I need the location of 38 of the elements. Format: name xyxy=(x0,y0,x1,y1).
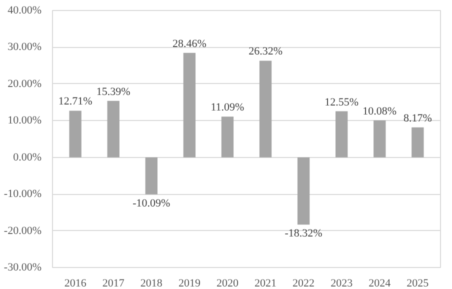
data-label: -18.32% xyxy=(284,228,322,240)
bar xyxy=(107,100,120,158)
y-tick-label: -30.00% xyxy=(4,262,42,274)
data-label: 28.46% xyxy=(172,38,206,50)
x-tick-label: 2022 xyxy=(292,278,315,289)
bar xyxy=(183,52,196,158)
data-label: 10.08% xyxy=(362,105,397,118)
x-tick-label: 2025 xyxy=(406,278,430,289)
x-tick-label: 2023 xyxy=(330,278,354,289)
bar xyxy=(69,110,82,158)
data-label: 11.09% xyxy=(210,102,244,114)
x-tick-label: 2016 xyxy=(64,278,87,289)
bar xyxy=(297,157,310,225)
bar xyxy=(336,111,348,158)
y-tick-label: 20.00% xyxy=(8,78,42,90)
x-tick-label: 2017 xyxy=(102,278,125,289)
data-label: -10.09% xyxy=(132,197,170,210)
y-tick-label: 30.00% xyxy=(8,41,42,54)
bar xyxy=(412,127,424,158)
data-label: 15.39% xyxy=(96,86,130,98)
bar xyxy=(221,116,234,158)
data-label: 26.32% xyxy=(248,46,282,58)
y-tick-label: -10.00% xyxy=(4,188,42,200)
y-tick-label: 0.00% xyxy=(13,151,42,164)
y-tick-label: 10.00% xyxy=(8,114,42,127)
bar xyxy=(259,60,272,158)
x-tick-label: 2020 xyxy=(216,278,239,289)
bar xyxy=(145,157,158,194)
data-label: 8.17% xyxy=(403,112,432,124)
x-tick-label: 2018 xyxy=(140,278,163,289)
x-tick-label: 2024 xyxy=(368,278,392,289)
x-tick-label: 2021 xyxy=(254,278,277,289)
bar xyxy=(374,120,386,158)
x-tick-label: 2019 xyxy=(178,278,201,289)
y-tick-label: 40.00% xyxy=(8,4,42,16)
y-tick-label: -20.00% xyxy=(4,224,42,237)
data-label: 12.71% xyxy=(58,96,92,108)
data-label: 12.55% xyxy=(324,96,359,108)
